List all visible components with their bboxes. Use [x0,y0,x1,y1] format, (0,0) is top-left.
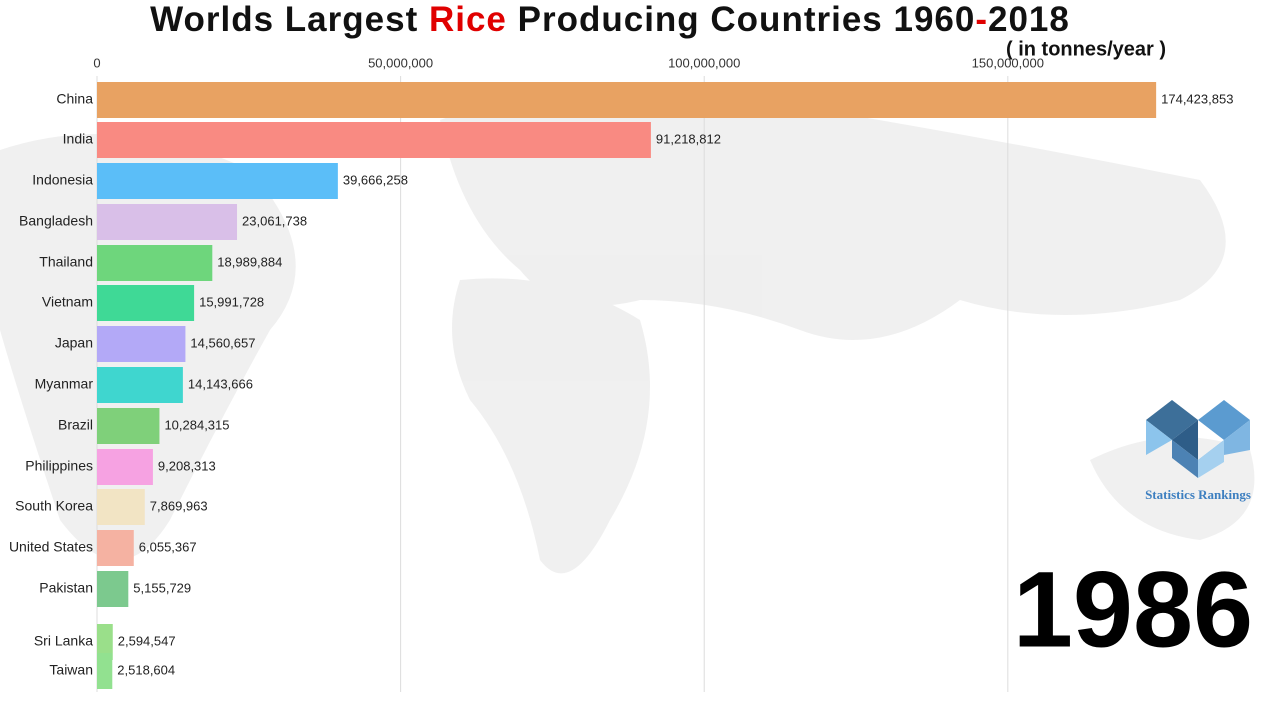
brand-logo [1146,400,1250,478]
category-label: Philippines [25,458,93,474]
value-label: 6,055,367 [139,539,197,554]
value-label: 9,208,313 [158,458,216,473]
category-label: United States [9,539,93,555]
category-label: Thailand [39,254,93,270]
bar [97,82,1157,118]
x-tick-label: 50,000,000 [368,55,433,70]
value-label: 91,218,812 [656,131,721,146]
value-label: 5,155,729 [133,580,191,595]
brand-name: Statistics Rankings [1145,487,1251,502]
category-label: Sri Lanka [34,633,93,649]
value-label: 10,284,315 [164,417,229,432]
bar [97,530,134,566]
x-tick-label: 100,000,000 [668,55,740,70]
title-part: 2018 [988,0,1070,39]
value-label: 18,989,884 [217,254,282,269]
title-part: Rice [429,0,507,39]
bar [97,489,145,525]
bar [97,326,186,362]
bar [97,449,153,485]
category-label: Vietnam [42,294,93,310]
bar [97,285,195,321]
title-part: Producing Countries 1960 [507,0,975,39]
value-label: 2,594,547 [118,633,176,648]
value-label: 39,666,258 [343,172,408,187]
value-label: 23,061,738 [242,213,307,228]
x-tick-label: 0 [93,55,100,70]
bar [97,122,651,158]
value-label: 15,991,728 [199,294,264,309]
category-label: Bangladesh [19,213,93,229]
bar [97,204,238,240]
value-label: 174,423,853 [1161,91,1233,106]
category-label: China [56,91,93,107]
bar [97,245,213,281]
category-label: Indonesia [32,172,93,188]
year-label: 1986 [1013,549,1253,670]
chart-subtitle: ( in tonnes/year ) [1006,38,1166,60]
category-label: Pakistan [39,580,93,596]
category-label: Taiwan [49,662,93,678]
category-label: South Korea [15,498,93,514]
title-part: Worlds Largest [150,0,429,39]
value-label: 14,143,666 [188,376,253,391]
category-label: India [63,131,94,147]
value-label: 14,560,657 [190,335,255,350]
bar [97,571,129,607]
bar [97,624,113,660]
category-label: Brazil [58,417,93,433]
chart-title: Worlds Largest Rice Producing Countries … [150,0,1070,39]
bar [97,653,113,689]
bar [97,163,338,199]
bar [97,367,183,403]
value-label: 2,518,604 [117,662,175,677]
title-part: - [975,0,988,39]
x-tick-label: 150,000,000 [972,55,1044,70]
category-label: Japan [55,335,93,351]
value-label: 7,869,963 [150,498,208,513]
category-label: Myanmar [35,376,94,392]
bar [97,408,160,444]
